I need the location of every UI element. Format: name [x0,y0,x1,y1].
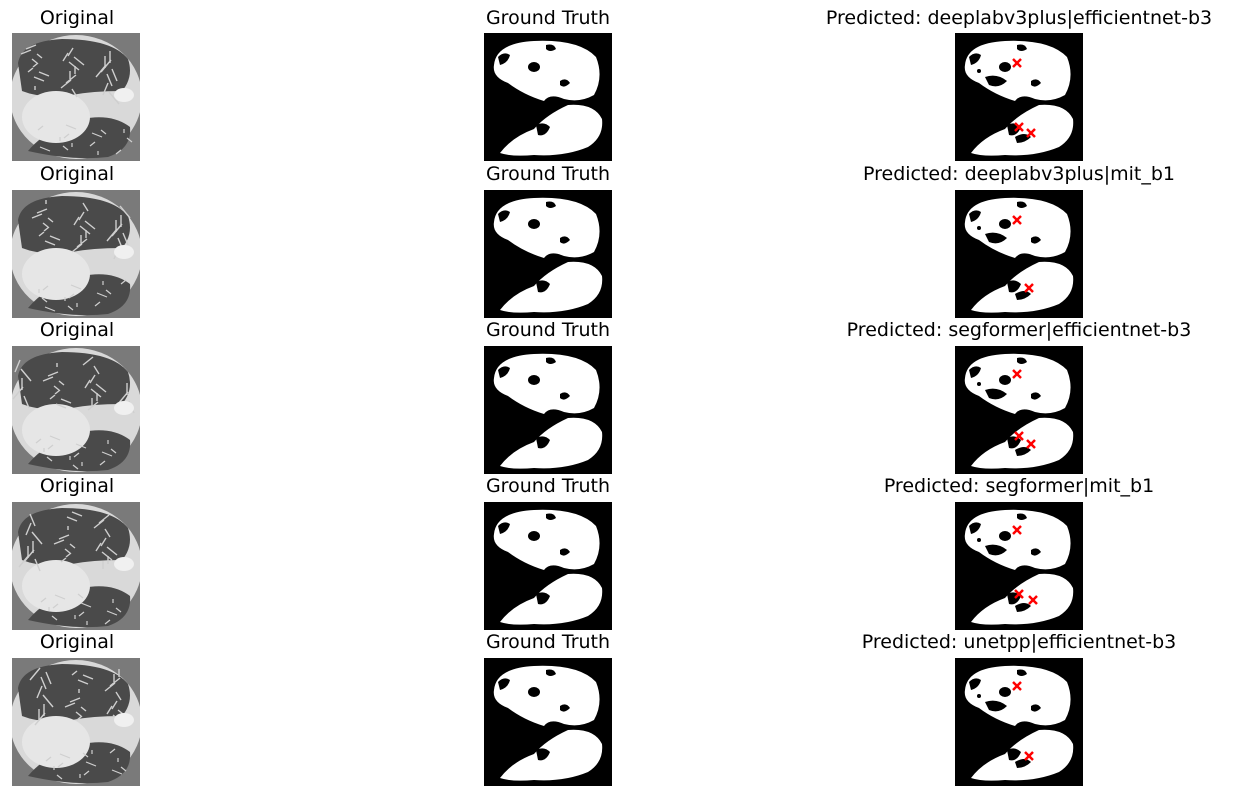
ground-truth-mask [484,658,612,786]
predicted-title: Predicted: deeplabv3plus|efficientnet-b3 [825,7,1213,29]
original-title: Original [39,7,115,29]
ground-truth-title: Ground Truth [485,319,611,341]
x-marker-icon [1012,58,1022,68]
predicted-title: Predicted: deeplabv3plus|mit_b1 [862,163,1176,185]
original-ct-image [12,658,140,786]
x-marker-icon [1024,283,1034,293]
x-marker-icon [1026,128,1036,138]
x-marker-icon [1014,122,1024,132]
x-marker-icon [1012,215,1022,225]
predicted-mask [955,190,1083,318]
ground-truth-title: Ground Truth [485,163,611,185]
original-ct-image [12,346,140,474]
x-marker-icon [1014,431,1024,441]
original-ct-image [12,502,140,630]
x-marker-icon [1028,595,1038,605]
original-title: Original [39,475,115,497]
original-ct-image [12,33,140,161]
ground-truth-mask [484,502,612,630]
x-marker-icon [1026,439,1036,449]
predicted-mask [955,658,1083,786]
original-title: Original [39,319,115,341]
predicted-mask [955,502,1083,630]
ground-truth-mask [484,190,612,318]
ground-truth-title: Ground Truth [485,7,611,29]
x-marker-icon [1024,751,1034,761]
x-marker-icon [1012,525,1022,535]
ground-truth-title: Ground Truth [485,475,611,497]
predicted-title: Predicted: segformer|mit_b1 [883,475,1155,497]
predicted-title: Predicted: unetpp|efficientnet-b3 [861,631,1177,653]
predicted-mask [955,33,1083,161]
original-ct-image [12,190,140,318]
x-marker-icon [1014,589,1024,599]
x-marker-icon [1012,369,1022,379]
ground-truth-title: Ground Truth [485,631,611,653]
ground-truth-mask [484,346,612,474]
x-marker-icon [1012,681,1022,691]
original-title: Original [39,631,115,653]
original-title: Original [39,163,115,185]
ground-truth-mask [484,33,612,161]
predicted-mask [955,346,1083,474]
predicted-title: Predicted: segformer|efficientnet-b3 [846,319,1192,341]
